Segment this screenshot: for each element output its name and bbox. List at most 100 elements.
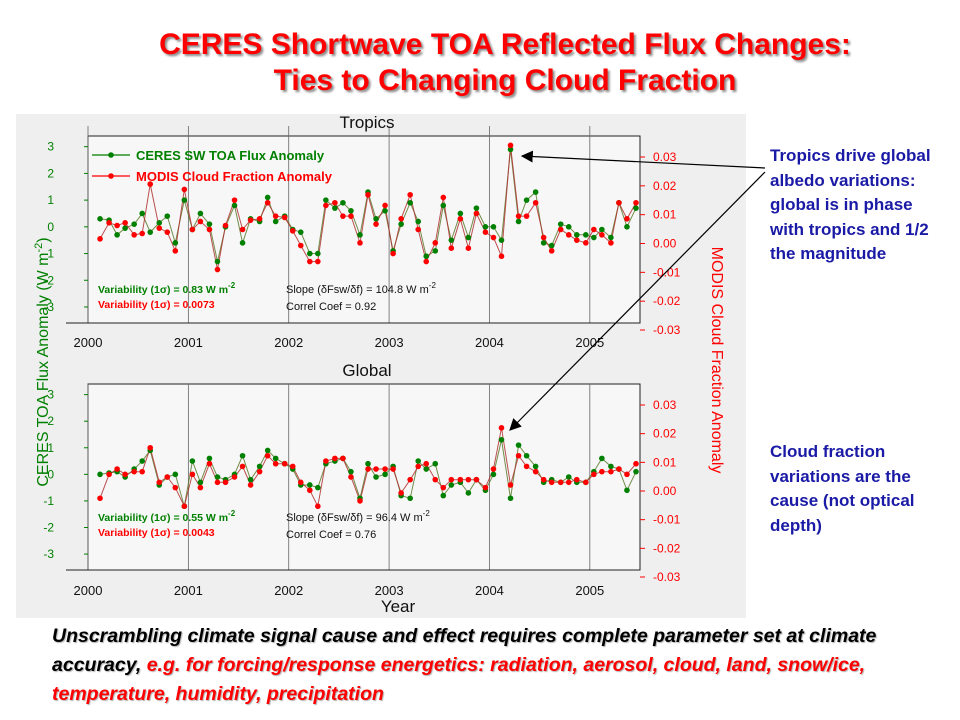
global-point-modis [448, 476, 455, 483]
tropics-point-ceres [122, 225, 128, 231]
global-y-tick-label: -2 [43, 520, 54, 534]
tropics-point-ceres [315, 250, 321, 257]
global-point-modis [122, 471, 128, 478]
tropics-point-modis [390, 250, 396, 257]
tropics-y-tick-label: -3 [43, 300, 54, 314]
tropics-point-modis [498, 253, 505, 260]
tropics-point-modis [365, 191, 371, 198]
tropics-point-modis [147, 181, 154, 187]
tropics-point-ceres [565, 224, 572, 230]
global-point-modis [307, 487, 313, 494]
tropics-point-modis [407, 191, 413, 198]
tropics-point-modis [633, 199, 639, 206]
tropics-point-ceres [398, 221, 404, 227]
global-point-modis [206, 460, 213, 467]
tropics-point-modis [415, 226, 421, 233]
global-point-ceres [172, 471, 179, 478]
global-point-modis [490, 466, 497, 472]
global-point-modis [156, 479, 163, 486]
global-y2-tick-label: 0.00 [653, 484, 677, 498]
tropics-point-modis [482, 229, 489, 235]
tropics-point-modis [624, 216, 630, 222]
tropics-point-ceres [423, 253, 430, 260]
tropics-point-modis [281, 214, 288, 221]
tropics-x-tick-label: 2004 [475, 335, 504, 350]
tropics-point-ceres [147, 229, 154, 235]
global-point-ceres [307, 482, 313, 488]
tropics-y2-tick-label: 0.00 [653, 237, 677, 251]
global-point-modis [390, 466, 396, 472]
global-y2-tick-label: -0.01 [653, 513, 681, 527]
tropics-point-modis [348, 213, 354, 219]
tropics-point-ceres [172, 240, 179, 246]
global-point-modis [599, 468, 605, 475]
global-point-ceres [423, 466, 430, 472]
slide-title-line2: Ties to Changing Cloud Fraction [273, 64, 737, 97]
global-y2-tick-label: -0.02 [653, 541, 681, 555]
global-stat-slope: Slope (δFsw/δf) = 96.4 W m-2 [286, 509, 430, 524]
tropics-point-modis [398, 216, 404, 222]
global-point-modis [114, 466, 120, 472]
global-point-modis [583, 479, 589, 486]
tropics-y-tick-label: 3 [47, 140, 54, 154]
global-y-tick-label: 0 [47, 467, 54, 481]
global-point-modis [540, 476, 547, 483]
global-point-ceres [189, 458, 196, 464]
tropics-y-tick-label: 2 [47, 166, 54, 180]
global-point-modis [256, 468, 263, 475]
global-point-ceres [440, 492, 447, 499]
tropics-x-tick-label: 2002 [274, 335, 303, 350]
global-point-ceres [448, 482, 455, 488]
global-point-ceres [197, 479, 204, 486]
tropics-point-modis [239, 226, 246, 233]
tropics-point-ceres [608, 234, 614, 241]
tropics-point-ceres [114, 232, 120, 238]
tropics-point-modis [532, 199, 539, 206]
global-point-ceres [97, 471, 103, 478]
global-point-ceres [599, 455, 605, 462]
tropics-point-modis [114, 222, 120, 229]
global-point-modis [573, 476, 580, 483]
x-axis-label: Year [381, 597, 416, 616]
global-point-modis [507, 482, 514, 488]
tropics-point-modis [256, 216, 263, 222]
bottom-statement: Unscrambling climate signal cause and ef… [52, 622, 952, 709]
tropics-point-ceres [432, 248, 439, 254]
tropics-point-ceres [156, 220, 163, 226]
global-point-modis [633, 460, 639, 467]
global-point-modis [264, 452, 271, 459]
global-point-modis [289, 463, 296, 470]
tropics-point-ceres [457, 210, 464, 217]
tropics-point-ceres [231, 202, 238, 209]
tropics-x-tick-label: 2001 [174, 335, 203, 350]
tropics-point-modis [222, 222, 229, 229]
global-point-modis [357, 498, 363, 504]
tropics-point-ceres [323, 197, 329, 203]
global-point-modis [498, 425, 505, 431]
global-point-modis [616, 466, 622, 472]
tropics-point-ceres [557, 221, 564, 227]
tropics-point-modis [315, 258, 321, 265]
global-point-modis [608, 468, 614, 475]
global-y2-tick-label: 0.02 [653, 427, 677, 441]
tropics-point-modis [457, 216, 464, 222]
global-point-ceres [256, 463, 263, 470]
bottom-statement-black: Unscrambling climate signal cause and ef… [52, 625, 877, 676]
global-point-ceres [415, 458, 421, 464]
global-y-tick-label: 3 [47, 388, 54, 402]
global-point-modis [373, 466, 379, 472]
legend-marker-modis [108, 173, 114, 179]
global-point-ceres [565, 474, 572, 480]
tropics-point-modis [448, 245, 455, 251]
global-point-modis [457, 476, 464, 483]
global-point-ceres [532, 463, 539, 470]
tropics-point-ceres [139, 210, 145, 217]
tropics-point-modis [382, 202, 388, 209]
global-stat-variability-flux: Variability (1σ) = 0.55 W m-2 [98, 509, 236, 524]
tropics-point-modis [548, 248, 555, 254]
tropics-y-tick-label: 1 [47, 193, 54, 207]
global-point-ceres [239, 452, 246, 459]
tropics-point-ceres [272, 218, 279, 225]
global-x-tick-label: 2003 [375, 583, 404, 598]
tropics-point-ceres [591, 234, 597, 241]
